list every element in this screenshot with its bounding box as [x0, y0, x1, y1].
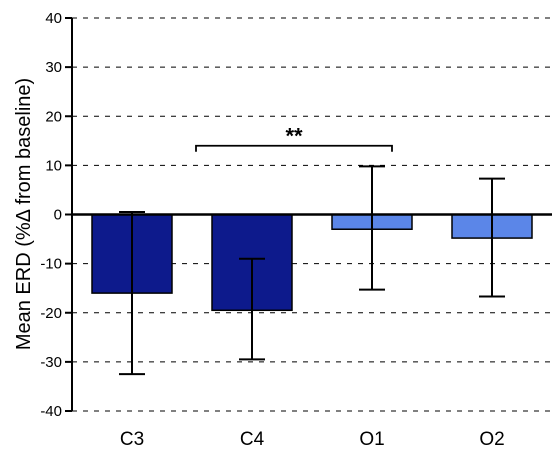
x-tick-label-o1: O1: [359, 429, 384, 449]
y-tick-label: 20: [45, 108, 62, 125]
bars: [91, 213, 533, 312]
y-tick-label: -30: [40, 354, 62, 371]
x-axis-labels: C3 C4 O1 O2: [120, 429, 505, 449]
y-tick-label: -10: [40, 256, 62, 273]
significance-bracket: **: [195, 124, 393, 152]
y-tick-label: 0: [54, 207, 62, 224]
x-tick-label-c3: C3: [120, 429, 144, 449]
y-tick-label: -20: [40, 305, 62, 322]
error-bars: [119, 165, 505, 376]
x-tick-label-c4: C4: [240, 429, 265, 449]
y-tick-label: 40: [45, 10, 62, 27]
y-axis: -40 -30 -20 -10 0 10 20 30 40: [40, 10, 73, 420]
y-tick-label: -40: [40, 403, 62, 420]
significance-line: [195, 144, 393, 152]
x-tick-label-o2: O2: [479, 429, 504, 449]
significance-label: **: [285, 124, 303, 149]
y-tick-label: 30: [45, 59, 62, 76]
y-tick-label: 10: [45, 157, 62, 174]
y-axis-title: Mean ERD (%Δ from baseline): [13, 78, 35, 350]
